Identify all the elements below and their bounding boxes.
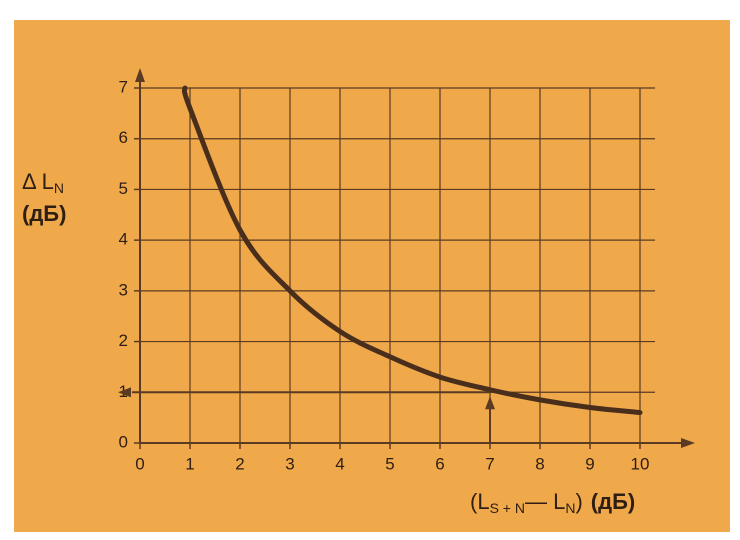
y-tick-label: 4 xyxy=(119,230,128,249)
y-tick-label: 3 xyxy=(119,280,128,299)
x-tick-label: 1 xyxy=(185,454,194,473)
x-tick-label: 5 xyxy=(385,454,394,473)
y-label-sub: N xyxy=(54,180,64,196)
y-tick-label: 6 xyxy=(119,128,128,147)
y-tick-label: 5 xyxy=(119,179,128,198)
y-label: Δ LN xyxy=(22,169,64,196)
curve xyxy=(181,85,643,416)
x-axis-arrow xyxy=(681,438,695,448)
x-tick-label: 0 xyxy=(135,454,144,473)
x-tick-label: 8 xyxy=(535,454,544,473)
x-label: (LS + N— LN) (дБ) xyxy=(470,489,635,516)
annotation-arrow xyxy=(118,387,131,398)
x-label-open: (L xyxy=(470,489,490,514)
panel xyxy=(14,20,730,532)
x-tick-label: 3 xyxy=(285,454,294,473)
y-axis-arrow xyxy=(135,68,145,82)
y-tick-label: 7 xyxy=(119,77,128,96)
x-label-sub: N xyxy=(565,500,575,516)
annotation-arrow xyxy=(485,396,495,410)
x-label-close: ) xyxy=(575,489,582,514)
y-tick-label: 2 xyxy=(119,331,128,350)
y-label-unit: (дБ) xyxy=(22,201,66,226)
x-tick-label: 10 xyxy=(631,454,650,473)
x-tick-label: 6 xyxy=(435,454,444,473)
x-label-sub: S + N xyxy=(490,500,525,516)
x-tick-label: 7 xyxy=(485,454,494,473)
x-label-unit: (дБ) xyxy=(591,489,635,514)
x-tick-label: 4 xyxy=(335,454,344,473)
x-label-mid: — L xyxy=(525,489,565,514)
y-label-main: Δ L xyxy=(22,169,54,194)
x-tick-label: 9 xyxy=(585,454,594,473)
y-tick-label: 0 xyxy=(119,432,128,451)
x-tick-label: 2 xyxy=(235,454,244,473)
